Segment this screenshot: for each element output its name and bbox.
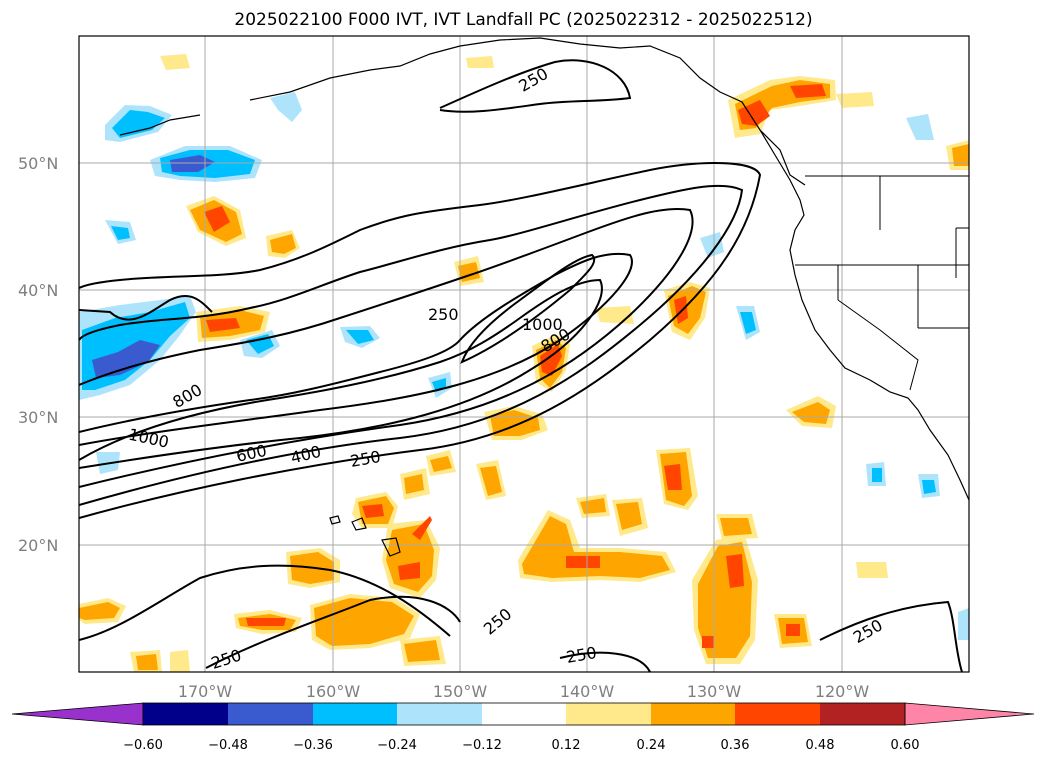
colorbar-tick-label: 0.36: [721, 738, 750, 753]
contour-label: 250: [349, 447, 382, 471]
colorbar-segment: [820, 703, 905, 725]
colorbar-tick-label: 0.60: [891, 738, 920, 753]
latitude-labels: 50°N 40°N 30°N 20°N: [18, 154, 58, 555]
contour-label: 250: [565, 643, 598, 667]
colorbar-segment: [397, 703, 482, 725]
lon-label: 160°W: [306, 682, 361, 701]
map-gridlines: [79, 36, 969, 672]
lat-label: 30°N: [18, 408, 58, 427]
colorbar-tick-label: 0.12: [552, 738, 581, 753]
colorbar-segment: [228, 703, 313, 725]
positive-pc-strong: [204, 84, 826, 648]
contour-label: 250: [515, 64, 551, 96]
state-borders: [795, 175, 969, 391]
colorbar-low-extension: [11, 702, 144, 726]
contour-label: 400: [289, 442, 323, 468]
hawaii-islands: [329, 515, 401, 557]
colorbar-tick-label: −0.36: [293, 738, 333, 753]
lat-label: 40°N: [18, 281, 58, 300]
contour-label: 250: [480, 604, 516, 638]
colorbar-segment: [143, 703, 228, 725]
colorbar-tick-label: 0.48: [806, 738, 835, 753]
colorbar-tick-label: −0.60: [123, 738, 163, 753]
map-plot-area: 250 250 800 1000 1000 800 600 400 250 25…: [79, 36, 969, 673]
lon-label: 130°W: [687, 682, 742, 701]
colorbar-tick-label: −0.48: [208, 738, 248, 753]
colorbar-high-extension: [904, 702, 1035, 726]
contour-label: 250: [209, 645, 244, 673]
contour-label: 1000: [127, 425, 171, 452]
colorbar-tick-label: 0.24: [637, 738, 666, 753]
lat-label: 50°N: [18, 154, 58, 173]
colorbar-segment: [482, 703, 566, 725]
longitude-labels: 170°W 160°W 150°W 140°W 130°W 120°W: [178, 682, 870, 701]
map-title: 2025022100 F000 IVT, IVT Landfall PC (20…: [234, 10, 813, 30]
contour-label: 250: [850, 615, 886, 647]
colorbar-segment: [566, 703, 651, 725]
coastlines: [119, 37, 969, 501]
lon-label: 120°W: [815, 682, 870, 701]
colorbar-tick-label: −0.12: [462, 738, 502, 753]
contour-label: 1000: [522, 315, 563, 334]
colorbar-segment: [735, 703, 820, 725]
ivt-contours: [79, 59, 963, 672]
lat-label: 20°N: [18, 536, 58, 555]
lon-label: 150°W: [433, 682, 488, 701]
contour-label: 250: [428, 305, 459, 324]
colorbar: −0.60 −0.48 −0.36 −0.24 −0.12 0.12 0.24 …: [11, 702, 1035, 753]
colorbar-segment: [651, 703, 735, 725]
colorbar-segment: [313, 703, 397, 725]
lon-label: 170°W: [178, 682, 233, 701]
map-frame: [78, 35, 970, 673]
colorbar-tick-labels: −0.60 −0.48 −0.36 −0.24 −0.12 0.12 0.24 …: [123, 738, 919, 753]
colorbar-outline: [142, 702, 906, 726]
colorbar-tick-label: −0.24: [377, 738, 417, 753]
lon-label: 140°W: [560, 682, 615, 701]
